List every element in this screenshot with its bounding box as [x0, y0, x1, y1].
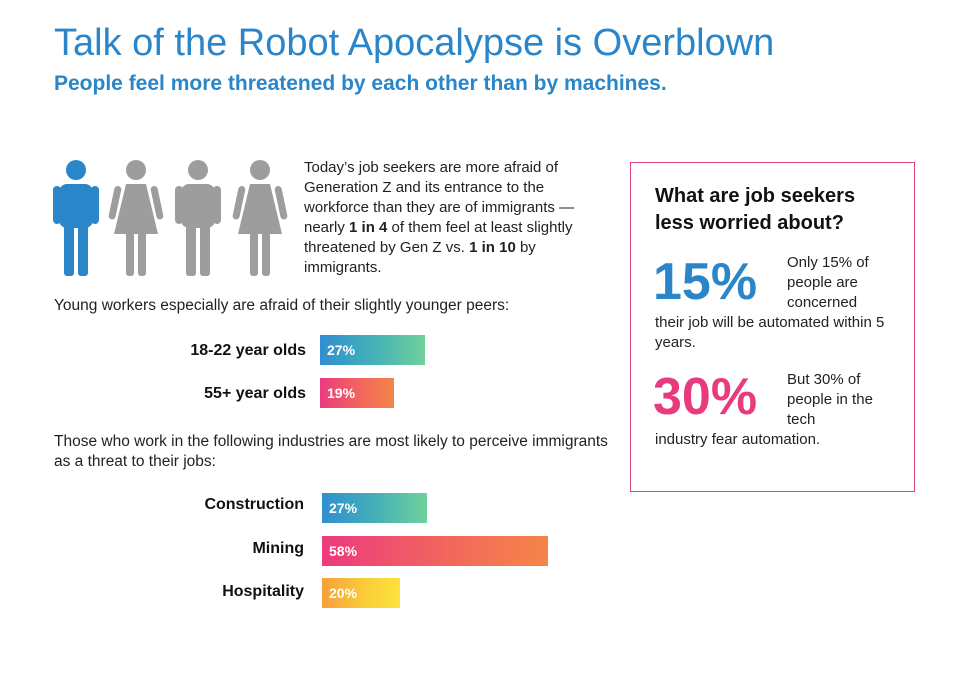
- page-title: Talk of the Robot Apocalypse is Overblow…: [54, 22, 775, 64]
- page-subtitle: People feel more threatened by each othe…: [54, 72, 667, 95]
- bar-label: 18-22 year olds: [190, 342, 306, 359]
- bar: 20%: [322, 578, 400, 608]
- stat-1-in-4: 1 in 4: [349, 219, 388, 236]
- data-label: 58%: [329, 543, 358, 559]
- age-section-caption: Young workers especially are afraid of t…: [54, 297, 510, 314]
- woman-icon: [108, 160, 164, 276]
- people-figures: [53, 160, 288, 276]
- bar-label: 55+ year olds: [204, 385, 306, 402]
- stat-15-note-cont: their job will be automated within 5 yea…: [655, 314, 885, 351]
- woman-icon: [232, 160, 288, 276]
- intro-paragraph: Today’s job seekers are more afraid of G…: [304, 159, 575, 276]
- man-icon: [175, 160, 221, 276]
- bar: 27%: [322, 493, 427, 523]
- bar-label: Construction: [204, 496, 304, 513]
- stat-30-note: But 30% of people in the tech: [787, 371, 873, 428]
- bar: 19%: [320, 378, 394, 408]
- bar: 58%: [322, 536, 548, 566]
- man-icon: [53, 160, 99, 276]
- stat-30-note-cont: industry fear automation.: [655, 431, 821, 448]
- side-panel: What are job seekers less worried about?…: [630, 162, 915, 492]
- stat-1-in-10: 1 in 10: [469, 239, 516, 256]
- data-label: 19%: [327, 385, 356, 401]
- bar-label: Hospitality: [222, 583, 304, 600]
- stat-15-percent: 15%: [653, 253, 758, 311]
- data-label: 27%: [329, 500, 358, 516]
- industry-section-caption: Those who work in the following industri…: [54, 433, 608, 470]
- stat-30-percent: 30%: [653, 368, 758, 426]
- data-label: 27%: [327, 342, 356, 358]
- stat-15-note: Only 15% of people are concerned: [787, 254, 869, 311]
- bar: 27%: [320, 335, 425, 365]
- side-panel-title: What are job seekers less worried about?: [655, 185, 856, 234]
- data-label: 20%: [329, 585, 358, 601]
- bar-label: Mining: [252, 540, 304, 557]
